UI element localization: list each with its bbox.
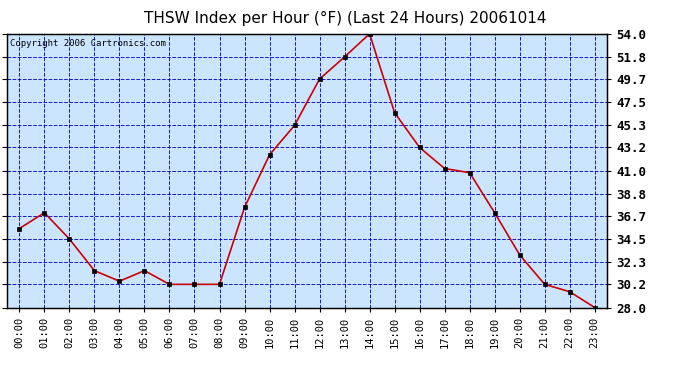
Text: THSW Index per Hour (°F) (Last 24 Hours) 20061014: THSW Index per Hour (°F) (Last 24 Hours)… — [144, 11, 546, 26]
Text: Copyright 2006 Cartronics.com: Copyright 2006 Cartronics.com — [10, 39, 166, 48]
